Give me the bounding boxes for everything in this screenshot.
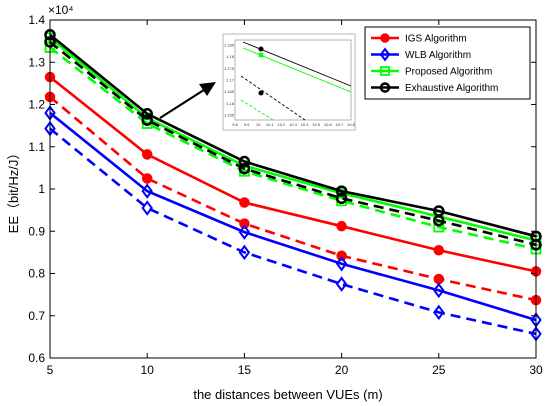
legend-item: Exhaustive Algorithm [371,82,498,94]
data-point [238,162,251,175]
inset-x-tick-label: 10.1 [266,122,275,127]
x-tick-label: 5 [47,363,54,377]
legend-label: Proposed Algorithm [405,67,492,78]
y-tick-label: 1.1 [28,140,45,154]
data-point [239,218,250,229]
x-tick-label: 10 [141,363,155,377]
data-point [433,304,445,321]
data-point [141,114,153,126]
data-point [141,108,153,120]
legend-marker [379,47,391,62]
inset-marker [258,46,264,52]
zoom-arrow-head [199,82,216,96]
series-line [49,33,537,238]
legend-item: Proposed Algorithm [371,66,492,78]
inset-y-tick-label: 1.18 [226,54,235,59]
inset-y-tick-label: 1.165 [224,89,235,94]
data-point [238,224,251,240]
legend-item: IGS Algorithm [371,33,467,45]
data-point [141,173,153,184]
y-tick-label: 0.8 [28,267,45,281]
data-point [335,192,348,205]
series-line [49,36,537,242]
series-0 [44,71,542,277]
x-tick-label: 25 [432,363,446,377]
y-tick-label: 1.4 [28,13,45,27]
inset-x-tick-label: 10.3 [289,122,298,127]
legend-label: IGS Algorithm [405,34,467,45]
data-point [336,220,347,232]
inset-line-exhaustive-dashed [240,75,306,121]
axes-layer: 5 10 15 20 25 30 0.6 0.7 0.8 0.9 1 1.1 1.2 1.3 1.4 [28,13,543,377]
inset-marker [258,52,264,58]
inset-y-tick-label: 1.185 [224,43,235,48]
data-point [141,200,153,216]
data-point [433,214,445,227]
y-exponent-label: ×10⁴ [48,3,74,17]
legend: IGS Algorithm WLB Algorithm Proposed Algor… [364,26,531,100]
inset-y-tick-label: 1.155 [224,113,235,118]
x-tick-label: 30 [529,363,543,377]
data-point [238,244,251,261]
legend-marker [380,33,390,43]
legend-marker [379,82,391,93]
inset-x-tick-label: 10.4 [301,122,310,127]
data-point [141,183,153,199]
series-line [49,127,537,336]
y-tick-label: 1.2 [28,98,45,112]
inset-x-tick-label: 10.7 [336,122,345,127]
data-point [238,155,251,168]
inset-x-tick-label: 10 [256,122,261,127]
inset-x-tick-label: 10.6 [324,122,333,127]
inset-x-tick-label: 10.5 [312,122,321,127]
x-tick-label: 15 [238,363,252,377]
zoom-arrow-line [159,87,208,119]
data-point [336,250,347,262]
series-2 [44,105,542,328]
data-point [141,149,153,160]
legend-label: Exhaustive Algorithm [405,83,498,94]
inset-x-tick-label: 9.8 [232,122,238,127]
y-tick-label: 0.9 [28,224,45,238]
legend-marker [380,66,390,76]
inset-axes [234,39,352,121]
series-line [49,111,537,322]
inset-y-tick-label: 1.16 [226,101,235,106]
series-line [49,95,537,302]
inset-x-tick-label: 10.8 [347,122,356,127]
data-point [433,282,445,299]
x-tick-label: 20 [335,363,349,377]
data-point [433,245,445,256]
inset-x-tick-label: 9.9 [244,122,250,127]
legend-label: WLB Algorithm [405,50,471,61]
data-point [335,276,348,292]
y-tick-label: 1 [38,182,45,196]
inset-marker [258,90,264,96]
inset-y-tick-label: 1.175 [224,66,235,71]
data-point [335,185,348,197]
data-point [433,273,445,285]
y-tick-label: 0.7 [28,309,45,323]
y-tick-label: 1.3 [28,55,45,69]
y-axis-title: EE（bit/Hz/J） [6,147,21,234]
data-point [239,197,250,208]
zoom-inset: 9.8 9.9 10 10.1 10.2 10.3 10.4 10.5 10.6 10.7 10.8… [159,33,356,131]
inset-frame [222,33,356,131]
inset-line-proposed-dashed [240,99,274,121]
data-point [335,256,348,272]
series-line [49,76,537,273]
data-point [433,221,445,233]
inset-x-tick-label: 10.2 [278,122,287,127]
series-line [49,40,537,247]
inset-y-tick-label: 1.17 [226,78,235,83]
legend-item: WLB Algorithm [371,47,471,62]
inset-line-proposed [242,47,352,93]
series-line [49,46,537,251]
y-tick-label: 0.6 [28,351,45,365]
x-axis-title: the distances between VUEs (m) [193,387,382,402]
